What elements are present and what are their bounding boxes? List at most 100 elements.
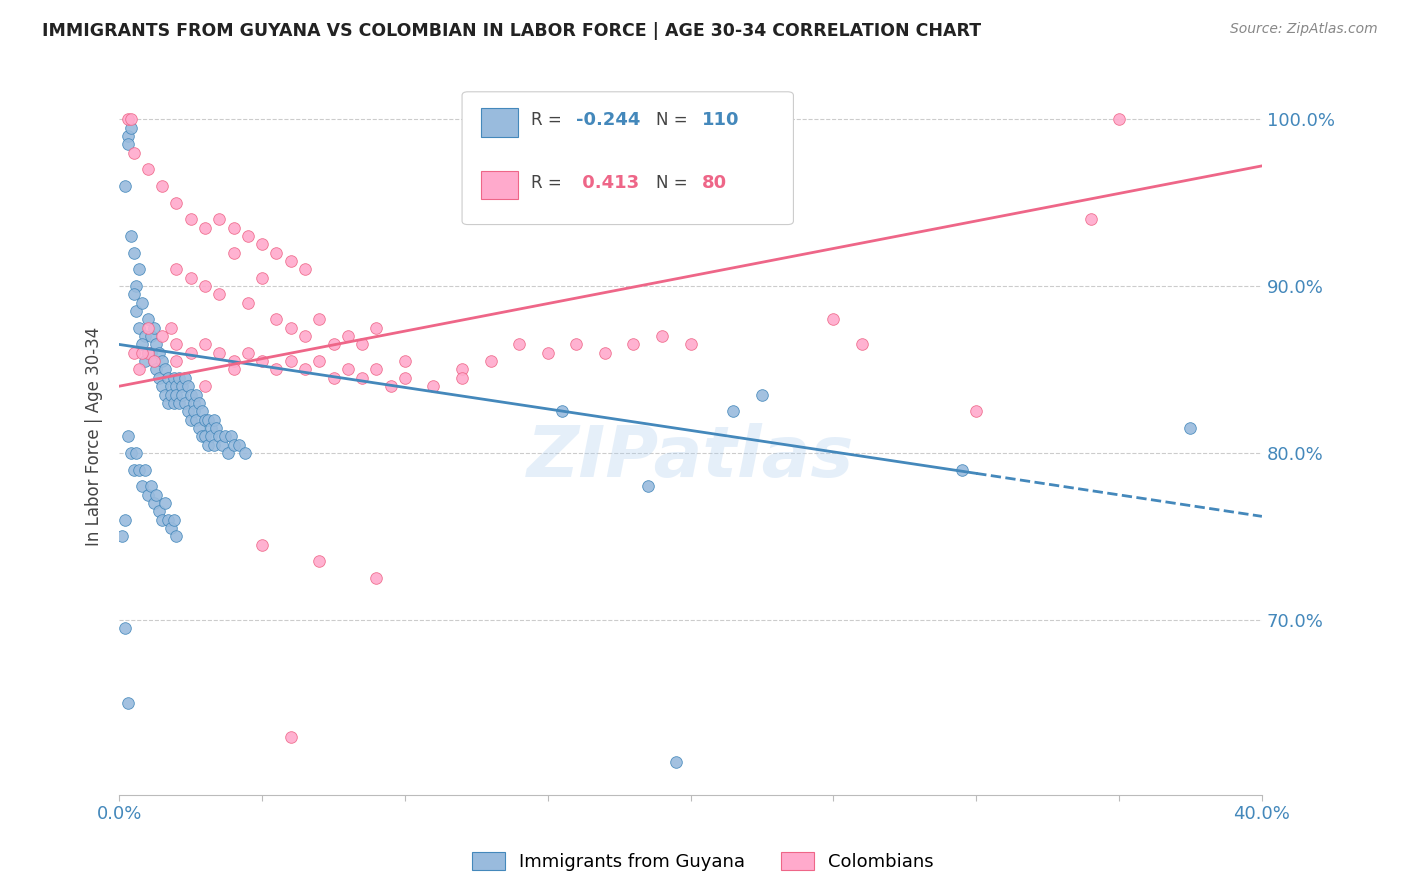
- Point: [139, 329, 162, 343]
- Text: -0.244: -0.244: [576, 112, 641, 129]
- Point: [145, 488, 167, 502]
- Point: [142, 320, 165, 334]
- Point: [165, 387, 187, 401]
- Point: [197, 412, 219, 426]
- Point: [136, 346, 159, 360]
- Text: 110: 110: [702, 112, 740, 129]
- Point: [194, 412, 217, 426]
- Point: [183, 396, 205, 410]
- Point: [593, 346, 616, 360]
- Point: [508, 337, 530, 351]
- Point: [177, 379, 200, 393]
- Point: [180, 346, 202, 360]
- Point: [114, 513, 136, 527]
- Point: [174, 396, 197, 410]
- Point: [266, 362, 288, 376]
- Point: [352, 337, 374, 351]
- Point: [150, 354, 173, 368]
- Point: [114, 178, 136, 193]
- Point: [134, 329, 156, 343]
- Point: [131, 295, 153, 310]
- Point: [679, 337, 702, 351]
- Point: [150, 178, 173, 193]
- Point: [159, 379, 181, 393]
- Point: [167, 371, 190, 385]
- Point: [148, 504, 170, 518]
- Point: [194, 220, 217, 235]
- Point: [322, 337, 344, 351]
- Point: [280, 730, 302, 744]
- Point: [165, 262, 187, 277]
- Point: [150, 513, 173, 527]
- Point: [366, 571, 388, 585]
- Point: [142, 354, 165, 368]
- Point: [142, 496, 165, 510]
- Point: [165, 529, 187, 543]
- Point: [336, 329, 359, 343]
- Point: [165, 354, 187, 368]
- Text: N =: N =: [657, 174, 693, 193]
- Point: [156, 513, 179, 527]
- Point: [380, 379, 402, 393]
- Point: [422, 379, 444, 393]
- Point: [250, 270, 273, 285]
- Point: [117, 137, 139, 152]
- Point: [194, 379, 217, 393]
- Point: [186, 412, 208, 426]
- Text: N =: N =: [657, 112, 693, 129]
- Bar: [481, 170, 517, 200]
- Point: [214, 429, 236, 443]
- Point: [174, 371, 197, 385]
- Point: [162, 371, 184, 385]
- Y-axis label: In Labor Force | Age 30-34: In Labor Force | Age 30-34: [86, 326, 103, 546]
- Point: [222, 354, 245, 368]
- Point: [122, 245, 145, 260]
- Text: 80: 80: [702, 174, 727, 193]
- Point: [194, 279, 217, 293]
- Point: [125, 304, 148, 318]
- Point: [280, 254, 302, 268]
- Point: [136, 346, 159, 360]
- Point: [202, 412, 225, 426]
- Point: [139, 479, 162, 493]
- Point: [202, 437, 225, 451]
- Point: [122, 462, 145, 476]
- Point: [148, 346, 170, 360]
- Point: [551, 404, 574, 418]
- Point: [165, 379, 187, 393]
- Point: [150, 329, 173, 343]
- Point: [180, 270, 202, 285]
- Point: [186, 387, 208, 401]
- Point: [851, 337, 873, 351]
- Point: [233, 446, 256, 460]
- Point: [153, 362, 176, 376]
- Point: [236, 295, 259, 310]
- Point: [352, 371, 374, 385]
- Point: [159, 521, 181, 535]
- Point: [172, 387, 194, 401]
- Point: [188, 421, 211, 435]
- Point: [111, 529, 134, 543]
- Point: [222, 245, 245, 260]
- Point: [723, 404, 745, 418]
- Point: [165, 195, 187, 210]
- Point: [266, 245, 288, 260]
- Point: [637, 479, 659, 493]
- Text: R =: R =: [530, 174, 567, 193]
- Bar: [481, 108, 517, 137]
- Point: [142, 354, 165, 368]
- Point: [751, 387, 773, 401]
- Point: [180, 212, 202, 227]
- Point: [308, 554, 330, 568]
- Point: [145, 362, 167, 376]
- Point: [120, 446, 142, 460]
- Point: [139, 346, 162, 360]
- Point: [280, 320, 302, 334]
- Point: [122, 346, 145, 360]
- Point: [208, 346, 231, 360]
- Point: [180, 412, 202, 426]
- Point: [394, 371, 416, 385]
- Point: [250, 354, 273, 368]
- Text: R =: R =: [530, 112, 567, 129]
- Point: [117, 429, 139, 443]
